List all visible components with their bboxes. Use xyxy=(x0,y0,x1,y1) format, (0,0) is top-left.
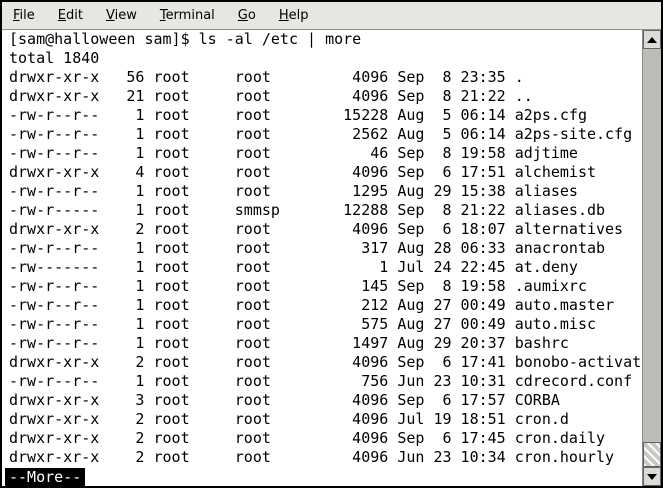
menu-terminal[interactable]: Terminal xyxy=(153,3,222,28)
menu-view-mnemonic: V xyxy=(105,8,115,23)
scrollbar-thumb[interactable] xyxy=(643,442,661,467)
menu-go-label: o xyxy=(247,8,256,23)
menu-view-label: iew xyxy=(114,8,137,23)
menu-go[interactable]: Go xyxy=(231,3,263,28)
terminal-output: [sam@halloween sam]$ ls -al /etc | more … xyxy=(9,30,661,466)
menu-go-mnemonic: G xyxy=(237,8,248,23)
terminal-screen[interactable]: [sam@halloween sam]$ ls -al /etc | more … xyxy=(2,30,661,486)
scroll-down-button[interactable] xyxy=(643,467,661,486)
menu-help-mnemonic: H xyxy=(278,8,289,23)
menu-edit-label: dit xyxy=(66,8,83,23)
menu-help[interactable]: Help xyxy=(272,3,316,28)
menu-help-label: elp xyxy=(288,8,309,23)
menu-file[interactable]: File xyxy=(6,3,42,28)
menu-terminal-mnemonic: T xyxy=(159,8,166,23)
menu-view[interactable]: View xyxy=(99,3,144,28)
more-prompt: --More-- xyxy=(5,468,86,486)
up-arrow-icon xyxy=(647,36,657,43)
down-arrow-icon xyxy=(647,473,657,480)
menu-file-label: ile xyxy=(19,8,35,23)
scroll-up-button[interactable] xyxy=(643,30,661,49)
menu-edit-mnemonic: E xyxy=(57,8,66,23)
menu-edit[interactable]: Edit xyxy=(51,3,90,28)
more-prompt-line: --More-- xyxy=(2,467,661,486)
scrollbar[interactable] xyxy=(642,30,661,486)
menu-file-mnemonic: F xyxy=(13,8,20,23)
menubar: File Edit View Terminal Go Help xyxy=(2,2,661,30)
scrollbar-track[interactable] xyxy=(643,49,661,467)
menu-terminal-label: erminal xyxy=(165,8,215,23)
